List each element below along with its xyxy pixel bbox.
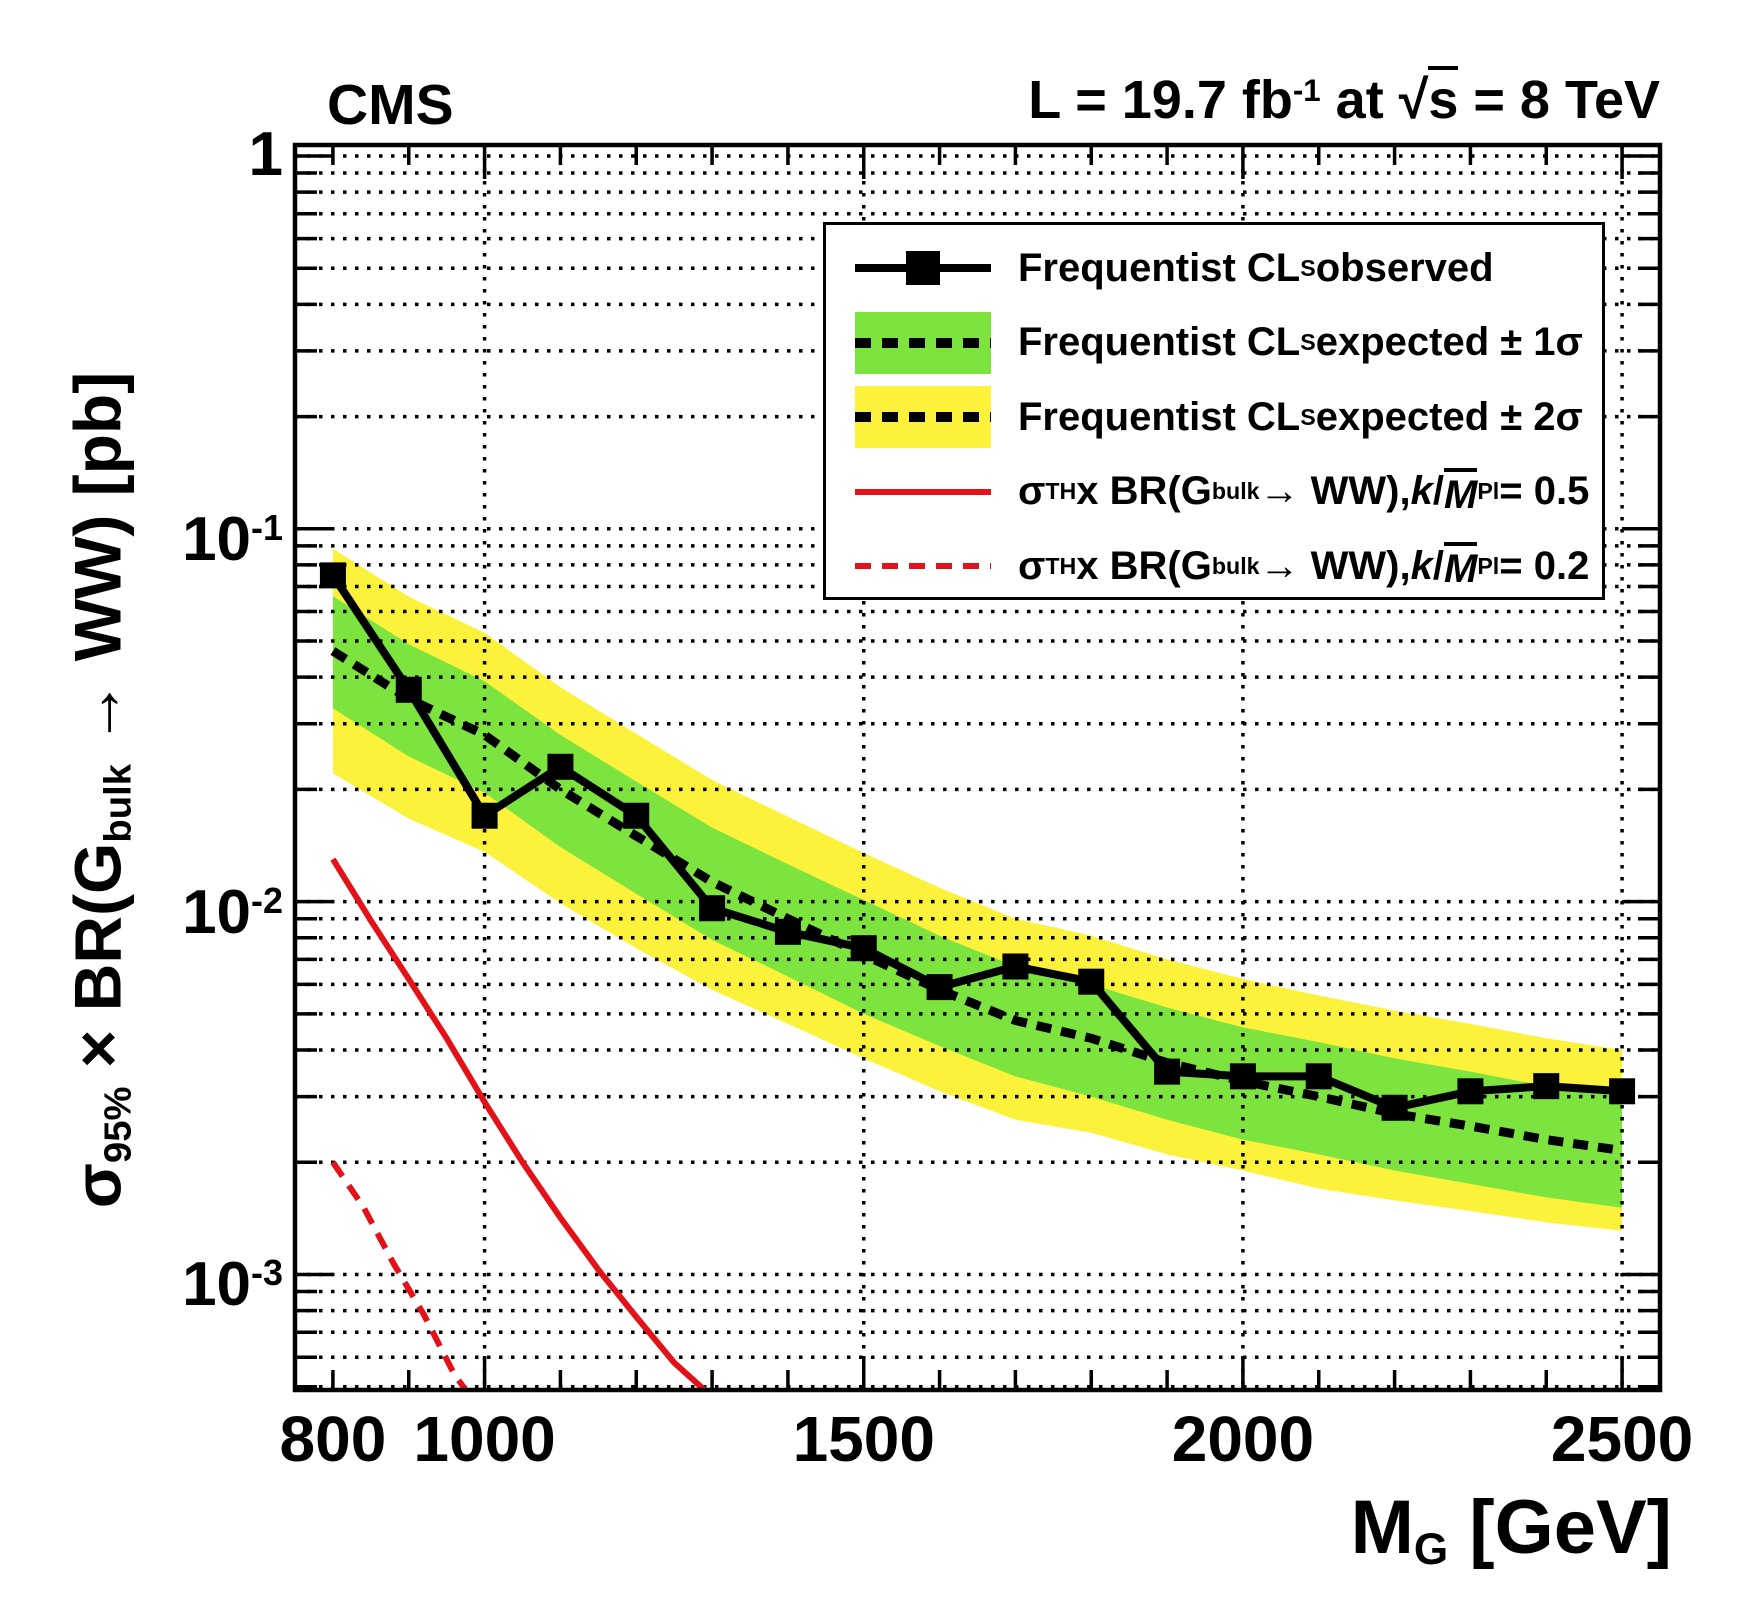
theory-k02-curve <box>330 1160 469 1392</box>
observed-marker <box>1609 1078 1636 1105</box>
x-tick-label: 1500 <box>792 1403 935 1475</box>
y-tick-label: 10-1 <box>182 504 283 574</box>
theory-k05-curve <box>330 857 707 1393</box>
experiment-label: CMS <box>327 73 454 137</box>
legend-label: Frequentist CL S expected ± 1σ <box>1018 320 1583 364</box>
observed-marker <box>1533 1073 1560 1100</box>
observed-swatch <box>855 229 991 307</box>
legend-label: σ TH x BR(G bulk → WW), k / M Pl = 0.5 <box>1018 467 1590 517</box>
observed-marker <box>319 562 346 589</box>
x-axis-title: MG [GeV] <box>1350 1485 1672 1575</box>
uncertainty-bands <box>332 548 1623 1231</box>
legend-label: σ TH x BR(G bulk → WW), k / M Pl = 0.2 <box>1018 542 1590 591</box>
observed-marker <box>1154 1058 1181 1085</box>
expected-1sigma-band <box>332 596 1623 1208</box>
legend-row-red-solid: σ TH x BR(G bulk → WW), k / M Pl = 0.5 <box>826 453 1602 531</box>
observed-markers <box>319 562 1636 1121</box>
legend-row-observed: Frequentist CL S observed <box>826 229 1602 307</box>
observed-marker <box>1078 968 1105 995</box>
observed-marker <box>774 918 801 945</box>
y-tick-label: 10-2 <box>182 877 283 947</box>
legend-label: Frequentist CL S expected ± 2σ <box>1018 394 1583 439</box>
legend-label: Frequentist CL S observed <box>1018 245 1494 290</box>
red-solid-swatch <box>855 453 991 531</box>
band1-swatch <box>855 304 991 382</box>
observed-marker <box>926 974 953 1001</box>
observed-marker <box>1002 953 1029 980</box>
observed-marker <box>699 895 726 922</box>
observed-marker <box>1381 1094 1408 1121</box>
x-tick-label: 800 <box>279 1403 387 1475</box>
x-tick-label: 1000 <box>413 1403 556 1475</box>
band2-swatch <box>855 378 991 456</box>
observed-marker <box>1229 1063 1256 1090</box>
observed-marker <box>395 676 422 703</box>
legend-row-band1: Frequentist CL S expected ± 1σ <box>826 304 1602 382</box>
observed-marker <box>623 802 650 829</box>
x-tick-label: 2000 <box>1171 1403 1315 1475</box>
y-tick-label: 1 <box>248 119 283 189</box>
luminosity-label: L = 19.7 fb-1 at √s = 8 TeV <box>1028 66 1660 131</box>
observed-marker <box>1457 1078 1484 1105</box>
red-dashed-swatch <box>855 527 991 605</box>
axis-ticks <box>295 145 1660 1390</box>
y-tick-label: 10-3 <box>182 1250 283 1320</box>
legend: Frequentist CL S observed Frequentist CL S … <box>823 222 1605 600</box>
observed-marker <box>547 753 574 780</box>
observed-marker <box>850 935 877 962</box>
x-tick-label: 2500 <box>1550 1403 1694 1475</box>
legend-row-band2: Frequentist CL S expected ± 2σ <box>826 378 1602 456</box>
observed-marker <box>1305 1063 1332 1090</box>
plot-frame <box>292 142 1663 1393</box>
legend-row-red-dashed: σ TH x BR(G bulk → WW), k / M Pl = 0.2 <box>826 527 1602 605</box>
observed-marker <box>471 802 498 829</box>
